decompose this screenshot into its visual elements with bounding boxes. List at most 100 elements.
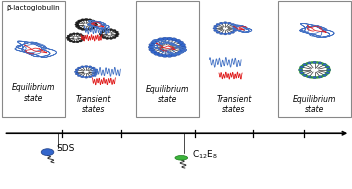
Ellipse shape <box>327 68 331 72</box>
Bar <box>136 1 199 117</box>
Circle shape <box>92 67 95 69</box>
Ellipse shape <box>302 74 308 77</box>
Circle shape <box>323 64 326 66</box>
Ellipse shape <box>316 76 323 78</box>
Circle shape <box>102 30 106 32</box>
Circle shape <box>227 33 231 35</box>
Circle shape <box>88 76 92 78</box>
Circle shape <box>81 66 84 68</box>
Circle shape <box>113 36 116 38</box>
Circle shape <box>75 69 79 71</box>
Circle shape <box>175 52 181 55</box>
Circle shape <box>214 25 218 27</box>
Circle shape <box>154 39 160 42</box>
Circle shape <box>300 66 303 68</box>
Circle shape <box>100 35 103 37</box>
Circle shape <box>231 31 234 33</box>
Circle shape <box>84 19 88 21</box>
Circle shape <box>299 69 302 71</box>
Ellipse shape <box>322 74 328 77</box>
Circle shape <box>94 71 98 73</box>
Circle shape <box>219 22 223 24</box>
Circle shape <box>303 64 307 66</box>
Circle shape <box>234 27 238 29</box>
Circle shape <box>219 33 223 35</box>
Circle shape <box>91 20 95 22</box>
Circle shape <box>84 65 88 67</box>
Circle shape <box>99 33 102 35</box>
Ellipse shape <box>175 156 188 160</box>
Circle shape <box>75 23 79 26</box>
Circle shape <box>94 23 98 26</box>
Circle shape <box>233 25 237 27</box>
Circle shape <box>76 41 79 43</box>
Circle shape <box>171 38 177 41</box>
Circle shape <box>216 23 220 26</box>
Circle shape <box>88 28 92 30</box>
Circle shape <box>303 74 307 76</box>
Circle shape <box>94 73 98 75</box>
Circle shape <box>66 37 70 39</box>
Circle shape <box>82 37 85 39</box>
Circle shape <box>76 22 80 24</box>
Circle shape <box>78 27 82 29</box>
Circle shape <box>67 39 70 40</box>
Circle shape <box>166 37 172 40</box>
Circle shape <box>326 66 329 68</box>
Circle shape <box>72 41 76 43</box>
Circle shape <box>81 39 84 40</box>
Circle shape <box>100 31 103 33</box>
Circle shape <box>116 33 119 35</box>
Circle shape <box>300 72 303 74</box>
Circle shape <box>224 22 227 24</box>
Text: Transient
states: Transient states <box>216 94 252 114</box>
Circle shape <box>313 61 316 63</box>
Circle shape <box>213 27 217 29</box>
Circle shape <box>166 54 172 57</box>
Circle shape <box>327 69 331 71</box>
Circle shape <box>149 43 155 46</box>
Circle shape <box>106 37 109 39</box>
Circle shape <box>92 75 95 77</box>
Circle shape <box>81 19 84 21</box>
Circle shape <box>41 149 54 156</box>
Text: β-lactoglobulin: β-lactoglobulin <box>7 5 60 11</box>
Circle shape <box>88 66 92 68</box>
Circle shape <box>115 31 118 33</box>
Circle shape <box>79 40 82 42</box>
Circle shape <box>84 76 88 78</box>
Circle shape <box>313 77 316 78</box>
Circle shape <box>81 28 84 30</box>
Circle shape <box>227 22 231 24</box>
Circle shape <box>81 76 84 78</box>
Circle shape <box>84 29 88 31</box>
Circle shape <box>326 72 329 74</box>
Circle shape <box>94 69 98 71</box>
Text: C$_{12}$E$_{8}$: C$_{12}$E$_{8}$ <box>192 148 218 161</box>
Circle shape <box>158 38 163 41</box>
Circle shape <box>180 43 186 46</box>
Circle shape <box>115 35 118 37</box>
Ellipse shape <box>299 71 304 75</box>
Ellipse shape <box>306 62 313 64</box>
Circle shape <box>180 48 186 51</box>
Circle shape <box>81 35 84 37</box>
Circle shape <box>180 46 186 49</box>
Circle shape <box>151 41 157 44</box>
Circle shape <box>149 48 155 51</box>
Circle shape <box>323 74 326 76</box>
Circle shape <box>175 39 181 42</box>
Circle shape <box>113 30 116 32</box>
Circle shape <box>102 36 106 38</box>
Ellipse shape <box>311 61 319 64</box>
Circle shape <box>216 31 220 33</box>
Circle shape <box>78 20 82 22</box>
Circle shape <box>148 46 154 49</box>
Circle shape <box>75 73 79 75</box>
Ellipse shape <box>322 63 328 66</box>
Circle shape <box>307 76 311 78</box>
Circle shape <box>214 29 218 32</box>
Circle shape <box>162 37 168 40</box>
Circle shape <box>72 33 76 35</box>
Circle shape <box>67 35 70 37</box>
